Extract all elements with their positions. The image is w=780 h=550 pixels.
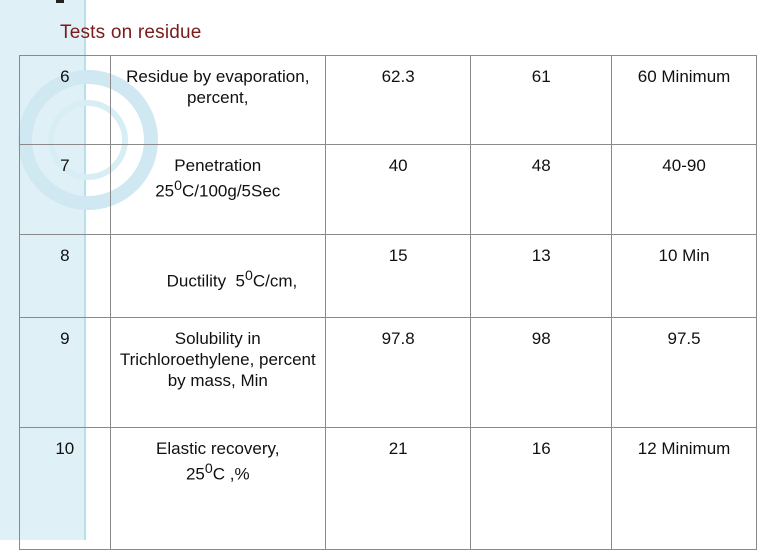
degree-sup: 0 [204,460,213,477]
test-name-temp: 25 [185,464,205,484]
table-row: 7 Penetration 250C/100g/5Sec 40 48 40-90 [19,144,757,235]
test-name-unit: C ,% [212,464,250,484]
degree-sup: 0 [245,268,253,284]
result-value-1: 40 [324,144,472,235]
result-value-1: 21 [324,426,472,550]
test-name: Solubility in Trichloroethylene, percent… [109,316,326,428]
test-name-line1: Penetration [174,156,262,175]
test-name: Ductility 50C/cm, [109,234,326,318]
row-number: 9 [19,316,111,428]
test-name: Elastic recovery, 250C ,% [109,426,326,550]
row-number: 7 [19,144,111,235]
test-name-unit: C/100g/5Sec [182,181,281,201]
specification: 10 Min [611,234,757,318]
result-value-1: 62.3 [324,55,472,145]
result-value-2: 16 [470,426,613,550]
table-row: 9 Solubility in Trichloroethylene, perce… [19,316,757,428]
specification: 60 Minimum [611,55,757,145]
result-value-2: 61 [470,55,613,145]
residue-tests-table: 6 Residue by evaporation, percent, 62.3 … [19,55,757,550]
result-value-1: 97.8 [324,316,472,428]
slide-title: Tests on residue [60,22,202,43]
row-number: 8 [19,234,111,318]
table-row: 10 Elastic recovery, 250C ,% 21 16 12 Mi… [19,426,757,550]
row-number: 10 [19,426,111,550]
table-row: 6 Residue by evaporation, percent, 62.3 … [19,55,757,145]
result-value-1: 15 [324,234,472,318]
test-name-unit: C/cm, [252,271,298,291]
test-name: Residue by evaporation, percent, [109,55,326,145]
table-row: 8 Ductility 50C/cm, 15 13 10 Min [19,234,757,318]
test-name-main: Ductility 5 [166,271,246,291]
degree-sup: 0 [174,178,183,194]
row-number: 6 [19,55,111,145]
test-name-line1: Elastic recovery, [156,438,280,458]
result-value-2: 48 [470,144,613,235]
result-value-2: 13 [470,234,613,318]
specification: 40-90 [611,144,757,235]
test-name: Penetration 250C/100g/5Sec [109,144,326,235]
specification: 97.5 [611,316,757,428]
result-value-2: 98 [470,316,613,428]
test-name-temp: 25 [155,181,175,201]
decorative-mark [56,0,64,3]
specification: 12 Minimum [611,426,757,550]
